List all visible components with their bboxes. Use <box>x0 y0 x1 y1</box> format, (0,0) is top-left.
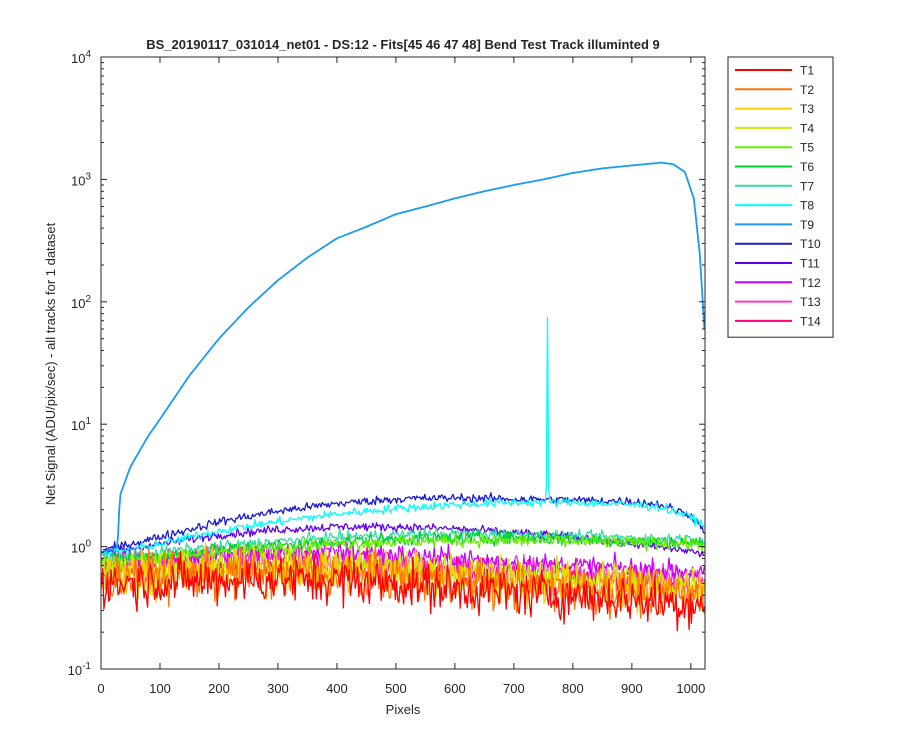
series-line-t5 <box>101 531 705 571</box>
legend-label-t14: T14 <box>800 314 821 328</box>
legend-label-t10: T10 <box>800 237 821 251</box>
y-tick-label: 10-1 <box>68 661 92 678</box>
series-line-t7 <box>100 527 705 565</box>
x-tick-label: 400 <box>326 681 348 696</box>
y-axis: 10-1 100 101 102 103 104 <box>68 49 705 678</box>
axes-box <box>100 56 706 670</box>
x-tick-label: 0 <box>97 681 104 696</box>
legend-box <box>727 56 834 338</box>
x-tick-label: 800 <box>562 681 584 696</box>
x-tick-label: 700 <box>503 681 525 696</box>
series-line-t9 <box>101 161 706 553</box>
legend-label-t6: T6 <box>800 160 814 174</box>
x-tick-label: 200 <box>208 681 230 696</box>
legend-label-t1: T1 <box>800 64 814 78</box>
legend-label-t5: T5 <box>800 141 814 155</box>
x-tick-label: 1000 <box>676 681 705 696</box>
legend-label-t8: T8 <box>800 199 814 213</box>
y-tick-label: 101 <box>71 416 91 433</box>
legend-label-t4: T4 <box>800 121 814 135</box>
x-tick-label: 100 <box>149 681 171 696</box>
chart-title: BS_20190117_031014_net01 - DS:12 - Fits[… <box>146 37 660 52</box>
y-tick-label: 102 <box>71 294 91 311</box>
legend-label-t2: T2 <box>800 83 814 97</box>
x-axis: 0 100 200 300 400 500 600 700 800 900 1000 <box>97 57 705 696</box>
y-axis-label: Net Signal (ADU/pix/sec) - all tracks fo… <box>43 222 58 505</box>
legend-label-t13: T13 <box>800 295 821 309</box>
x-tick-label: 600 <box>444 681 466 696</box>
y-tick-label: 104 <box>71 49 91 66</box>
x-tick-label: 500 <box>385 681 407 696</box>
legend-label-t3: T3 <box>800 102 814 116</box>
series-line-t1 <box>100 550 706 632</box>
plot-traces <box>100 161 706 632</box>
x-axis-label: Pixels <box>386 702 421 717</box>
x-tick-label: 300 <box>267 681 289 696</box>
series-line-t2 <box>100 544 706 620</box>
series-line-t8 <box>101 316 705 559</box>
legend-label-t7: T7 <box>800 179 814 193</box>
legend-label-t11: T11 <box>800 257 820 271</box>
legend-label-t12: T12 <box>800 276 821 290</box>
y-tick-label: 103 <box>71 171 91 188</box>
x-tick-label: 900 <box>621 681 643 696</box>
legend-label-t9: T9 <box>800 218 814 232</box>
legend: T1 T2 T3 T4 T5 T6 T7 T8 T9 T10 T11 T12 T13 T14 <box>727 56 834 338</box>
y-tick-label: 100 <box>71 539 91 556</box>
